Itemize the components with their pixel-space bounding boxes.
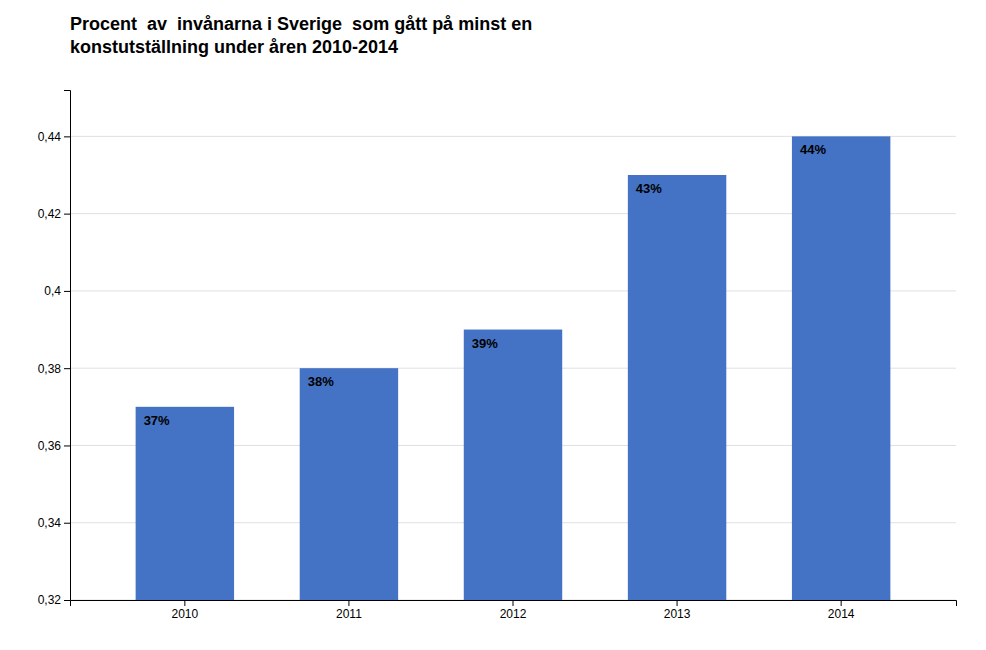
title: Procent av invånarna i Sverige som gått … — [70, 14, 532, 57]
y-tick-label: 0,4 — [44, 284, 61, 298]
y-tick: 0,44 — [38, 130, 70, 144]
x-axis: 2010 2011 2012 2013 2014 — [71, 600, 957, 621]
plot: 0,320,340,360,380,40,420,442010201120122… — [38, 91, 957, 621]
title-line: Procent av invånarna i Sverige som gått … — [70, 14, 532, 34]
x-tick-label: 2013 — [664, 607, 691, 621]
y-tick: 0,34 — [38, 516, 70, 530]
y-tick-label: 0,44 — [38, 130, 62, 144]
x-tick: 2014 — [828, 600, 855, 621]
y-tick-label: 0,34 — [38, 516, 62, 530]
x-tick: 2012 — [500, 600, 527, 621]
x-axis-line — [71, 601, 957, 607]
y-tick-mark — [64, 523, 70, 524]
y-tick-mark — [64, 445, 70, 446]
x-tick-label: 2010 — [172, 607, 199, 621]
y-tick-label: 0,36 — [38, 439, 62, 453]
y-tick-label: 0,32 — [38, 593, 62, 607]
y-tick: 0,36 — [38, 439, 70, 453]
x-tick: 2013 — [664, 600, 691, 621]
x-tick-mark — [513, 600, 514, 606]
x-tick-label: 2011 — [336, 607, 362, 621]
y-axis: 0,32 0,34 0,36 0,38 0,4 0,42 0,44 — [38, 91, 71, 608]
bar — [628, 175, 726, 600]
y-tick-mark — [64, 368, 70, 369]
y-tick: 0,38 — [38, 362, 70, 376]
y-tick-mark — [64, 214, 70, 215]
data-label: 39% — [472, 336, 498, 351]
data-label: 37% — [144, 413, 170, 428]
bar — [792, 136, 890, 600]
y-tick-mark — [64, 136, 70, 137]
data-labels: 37% 38% 39% 43% 44% — [144, 142, 827, 427]
data-label: 44% — [800, 142, 826, 157]
y-tick: 0,42 — [38, 207, 70, 221]
bar — [464, 330, 562, 600]
x-tick-mark — [677, 600, 678, 606]
bars — [136, 136, 891, 600]
x-tick-mark — [348, 600, 349, 606]
x-tick: 2011 — [336, 600, 362, 621]
data-label: 43% — [636, 181, 662, 196]
title-line: konstutställning under åren 2010-2014 — [70, 37, 398, 57]
data-label: 38% — [308, 374, 334, 389]
x-tick: 2010 — [172, 600, 199, 621]
y-tick: 0,32 — [38, 593, 70, 607]
x-tick-label: 2012 — [500, 607, 527, 621]
bar — [136, 407, 234, 600]
y-tick-label: 0,42 — [38, 207, 62, 221]
x-tick-mark — [841, 600, 842, 606]
y-tick-mark — [64, 291, 70, 292]
grid — [70, 136, 956, 600]
y-tick-mark — [64, 600, 70, 601]
y-axis-line — [64, 91, 71, 601]
y-tick: 0,4 — [44, 284, 70, 298]
bar — [300, 368, 398, 600]
y-tick-label: 0,38 — [38, 362, 62, 376]
x-tick-label: 2014 — [828, 607, 855, 621]
chart: 0,320,340,360,380,40,420,442010201120122… — [0, 0, 986, 650]
x-tick-mark — [184, 600, 185, 606]
